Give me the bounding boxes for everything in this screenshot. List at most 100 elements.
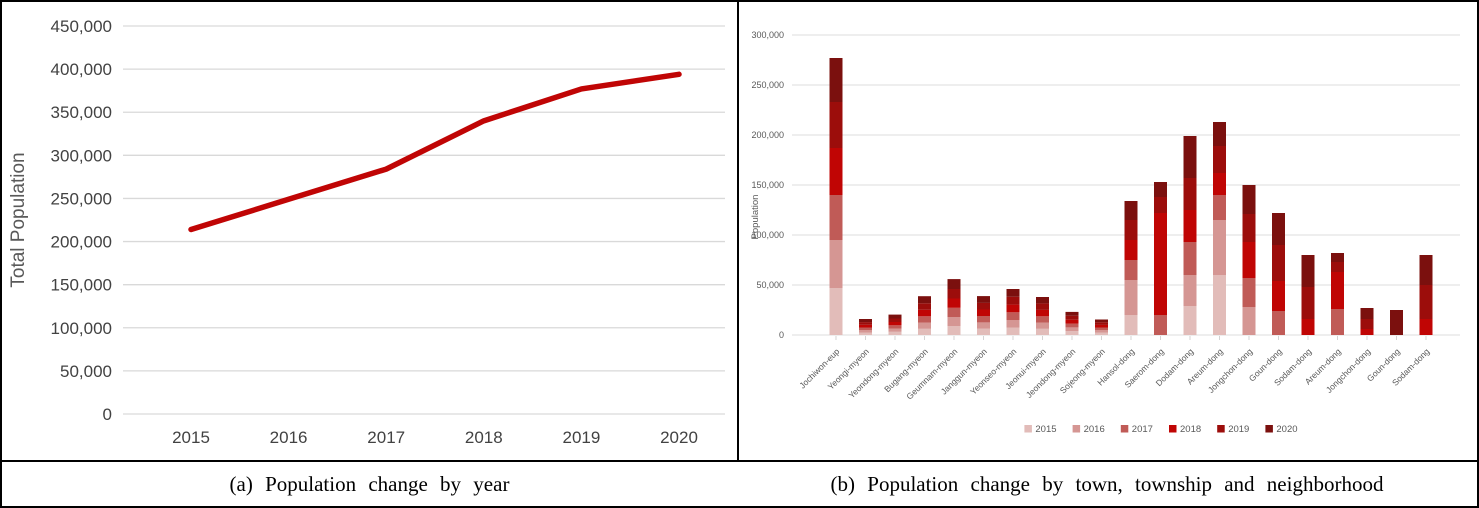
- bar-segment-2018: [1331, 272, 1344, 309]
- bar-areum-dong: [1331, 253, 1344, 335]
- y-tick-label: 250,000: [51, 189, 112, 208]
- legend-label: 2020: [1276, 424, 1297, 435]
- bar-segment-2020: [1124, 201, 1138, 220]
- legend-label: 2017: [1132, 424, 1153, 435]
- bar-segment-2019: [1301, 287, 1315, 319]
- bar-segment-2020: [888, 314, 902, 319]
- y-axis-title: Total Population: [8, 152, 29, 287]
- bar-segment-2020: [1419, 255, 1433, 285]
- bar-segment-2020: [977, 296, 990, 303]
- bar-hansol-dong: [1124, 201, 1138, 335]
- bar-segment-2017: [888, 325, 902, 329]
- bar-segment-2018: [1272, 281, 1285, 311]
- bar-jongchon-dong: [1360, 308, 1374, 335]
- line-chart-y-tick-labels: 0 50,000 100,000 150,000 200,000 250,000 300,0…: [51, 17, 112, 424]
- bar-segment-2017: [1154, 315, 1167, 335]
- legend-swatch: [1169, 425, 1177, 433]
- bar-segment-2015: [859, 332, 872, 335]
- bar-segment-2020: [1390, 310, 1403, 335]
- bar-segment-2020: [1095, 319, 1108, 323]
- bar-segment-2018: [1095, 324, 1108, 328]
- line-chart-svg: 0 50,000 100,000 150,000 200,000 250,000 300,0…: [8, 17, 725, 447]
- bar-segment-2015: [977, 328, 990, 335]
- bar-dodam-dong: [1183, 136, 1197, 335]
- bar-segment-2017: [859, 327, 872, 330]
- legend-label: 2019: [1228, 424, 1249, 435]
- bar-segment-2019: [1331, 262, 1344, 272]
- bar-segment-2020: [1213, 122, 1226, 146]
- y-tick-label: 250,000: [751, 80, 784, 90]
- bar-segment-2019: [1419, 285, 1433, 319]
- bar-jeonui-myeon: [1036, 297, 1049, 335]
- y-tick-label: 0: [103, 405, 112, 424]
- bar-segment-2018: [1213, 173, 1226, 195]
- legend-label: 2016: [1084, 424, 1105, 435]
- bar-segment-2016: [918, 322, 931, 329]
- captions-row: (a) Population change by year (b) Popula…: [2, 460, 1477, 506]
- bar-segment-2020: [1360, 308, 1374, 319]
- bar-jeondong-myeon: [1065, 311, 1079, 335]
- legend-item-2019: 2019: [1217, 424, 1249, 435]
- bar-segment-2017: [1036, 316, 1049, 323]
- legend-item-2018: 2018: [1169, 424, 1201, 435]
- bar-segment-2019: [1065, 315, 1079, 320]
- bar-segment-2016: [977, 322, 990, 329]
- bar-segment-2018: [1301, 319, 1315, 335]
- line-chart-y-axis-title: Total Population: [8, 152, 29, 287]
- y-tick-label: 150,000: [51, 276, 112, 295]
- bar-segment-2019: [977, 302, 990, 310]
- caption-a: (a) Population change by year: [229, 471, 510, 496]
- bar-segment-2019: [1360, 319, 1374, 329]
- bar-segment-2020: [947, 279, 961, 289]
- bar-yeonseo-myeon: [1006, 289, 1020, 335]
- caption-b: (b) Population change by town, township …: [830, 471, 1384, 496]
- bar-segment-2018: [1036, 309, 1049, 317]
- legend-item-2017: 2017: [1120, 424, 1153, 435]
- bar-segment-2017: [1242, 278, 1256, 307]
- bar-segment-2016: [888, 328, 902, 332]
- bar-segment-2015: [918, 328, 931, 335]
- bar-segment-2020: [1065, 311, 1079, 316]
- bar-segment-2016: [947, 317, 961, 326]
- legend-swatch: [1024, 425, 1032, 433]
- bar-segment-2016: [1183, 275, 1197, 306]
- bar-jongchon-dong: [1242, 185, 1256, 335]
- bar-segment-2016: [859, 330, 872, 333]
- bar-segment-2018: [977, 309, 990, 316]
- x-tick-label: 2015: [172, 428, 210, 447]
- bar-geumnam-myeon: [947, 279, 961, 335]
- legend-swatch: [1265, 425, 1273, 433]
- charts-row: 0 50,000 100,000 150,000 200,000 250,000 300,0…: [2, 2, 1477, 460]
- bar-goun-dong: [1390, 310, 1403, 335]
- bar-segment-2020: [1183, 136, 1197, 178]
- population-line-series: [188, 71, 682, 233]
- bar-segment-2017: [1006, 312, 1020, 320]
- stacked-bars: [829, 58, 1433, 335]
- y-axis-title: Population: [750, 195, 761, 240]
- bar-segment-2019: [1183, 178, 1197, 210]
- bar-segment-2018: [1124, 240, 1138, 260]
- bar-segment-2015: [829, 288, 843, 335]
- bar-segment-2020: [1154, 182, 1167, 197]
- bar-segment-2017: [1272, 311, 1285, 335]
- bar-segment-2015: [888, 331, 902, 335]
- bar-chart-x-tick-labels: Jochiwon-eupYeongi-myeonYeondong-myeonBu…: [797, 346, 1431, 401]
- bar-segment-2018: [1242, 242, 1256, 278]
- x-tick-label: 2018: [465, 428, 503, 447]
- y-tick-label: 350,000: [51, 103, 112, 122]
- x-tick-label-group: Geumnam-myeon: [904, 346, 959, 401]
- bar-chart-y-tick-labels: 0 50,000 100,000 150,000 200,000 250,000 300,0…: [751, 30, 784, 340]
- bar-chart-y-axis-title: Population: [750, 195, 761, 240]
- bar-segment-2017: [1095, 327, 1108, 330]
- bar-segment-2019: [1036, 303, 1049, 310]
- bar-chart-cell: 0 50,000 100,000 150,000 200,000 250,000 300,0…: [739, 2, 1475, 460]
- y-tick-label: 0: [779, 330, 784, 340]
- bar-segment-2019: [1124, 220, 1138, 240]
- y-tick-label: 50,000: [756, 280, 784, 290]
- bar-segment-2015: [1006, 327, 1020, 335]
- x-tick-label: Geumnam-myeon: [904, 346, 959, 401]
- legend-item-2015: 2015: [1024, 424, 1057, 435]
- bar-segment-2019: [859, 322, 872, 325]
- bar-segment-2019: [888, 318, 902, 322]
- bar-segment-2015: [1065, 331, 1079, 335]
